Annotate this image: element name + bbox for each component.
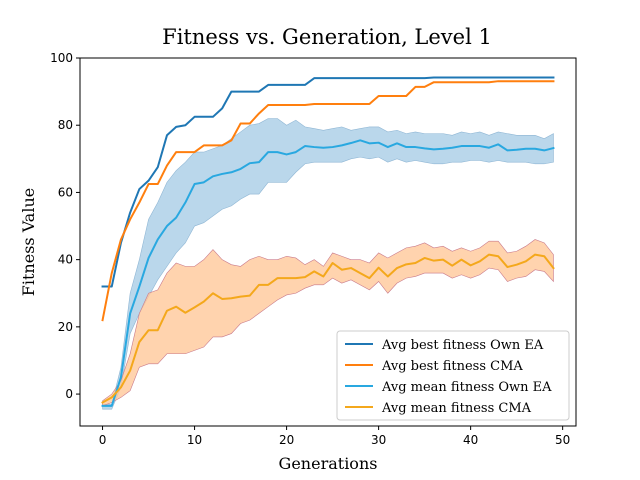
line-series-3 <box>101 253 555 404</box>
x-tick-label: 40 <box>463 433 478 447</box>
chart-title: Fitness vs. Generation, Level 1 <box>162 25 492 49</box>
band-series-2 <box>102 118 554 410</box>
series-lines <box>101 76 555 407</box>
line-series-2 <box>101 139 555 407</box>
legend-entry-3: Avg mean fitness CMA <box>381 401 532 416</box>
y-tick-label: 60 <box>58 185 73 199</box>
legend-entry-0: Avg best fitness Own EA <box>381 338 544 353</box>
y-axis-ticks: 0 20 40 60 80 100 <box>50 51 80 401</box>
x-tick-label: 10 <box>187 433 202 447</box>
confidence-bands <box>102 118 554 410</box>
x-tick-label: 50 <box>555 433 570 447</box>
legend: Avg best fitness Own EA Avg best fitness … <box>336 330 570 421</box>
y-axis-label: Fitness Value <box>19 188 38 296</box>
x-tick-label: 30 <box>371 433 386 447</box>
y-tick-label: 0 <box>65 387 73 401</box>
y-tick-label: 80 <box>58 118 73 132</box>
y-tick-label: 20 <box>58 320 73 334</box>
x-axis-label: Generations <box>279 454 378 473</box>
y-tick-label: 100 <box>50 51 73 65</box>
legend-entry-2: Avg mean fitness Own EA <box>381 380 552 395</box>
x-tick-label: 0 <box>99 433 107 447</box>
band-series-3 <box>102 239 554 407</box>
plot-frame <box>79 57 577 427</box>
legend-entry-1: Avg best fitness CMA <box>381 359 523 374</box>
line-series-0 <box>101 76 555 288</box>
y-tick-label: 40 <box>58 253 73 267</box>
x-axis-ticks: 0 10 20 30 40 50 <box>99 426 570 447</box>
line-series-1 <box>101 80 555 322</box>
legend-box <box>336 330 570 421</box>
x-tick-label: 20 <box>279 433 294 447</box>
